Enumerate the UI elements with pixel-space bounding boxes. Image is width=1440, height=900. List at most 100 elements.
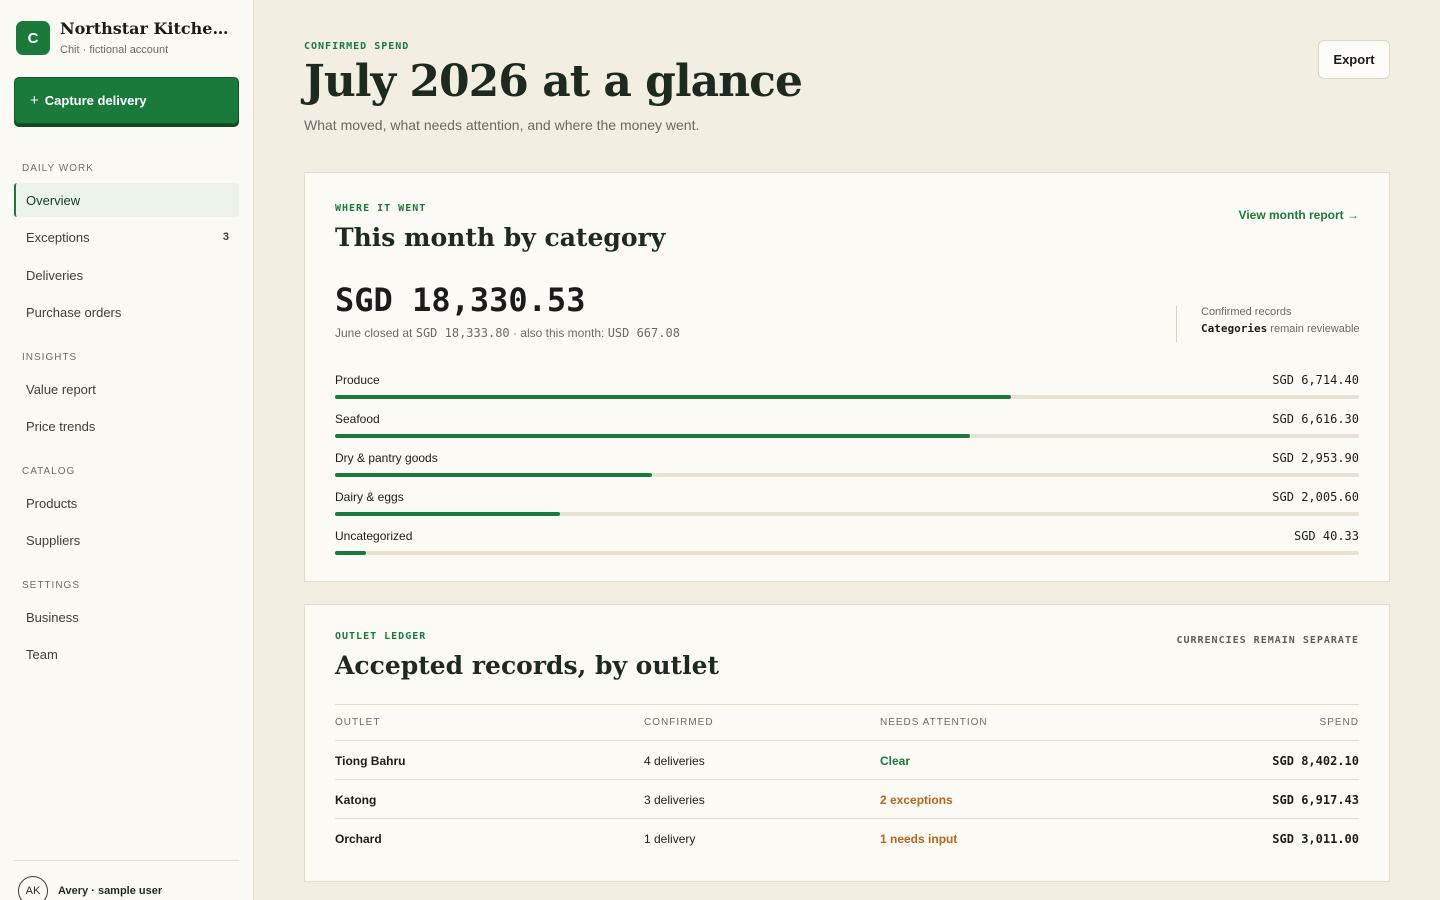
currency-note: CURRENCIES REMAIN SEPARATE	[1176, 635, 1359, 646]
category-label: Dry & pantry goods	[335, 451, 438, 465]
column-header-spend: SPEND	[1319, 717, 1359, 728]
category-bar-track	[335, 434, 1359, 438]
category-value: SGD 6,616.30	[1272, 412, 1359, 426]
category-label: Uncategorized	[335, 529, 413, 543]
sidebar-item-deliveries[interactable]: Deliveries	[14, 258, 239, 292]
avatar: AK	[18, 876, 48, 900]
month-total-comparison: June closed at SGD 18,333.80 · also this…	[335, 326, 680, 340]
category-label: Dairy & eggs	[335, 490, 404, 504]
spend-value: SGD 8,402.10	[1272, 754, 1359, 768]
attention-status[interactable]: 1 needs input	[880, 832, 958, 846]
category-label: Produce	[335, 373, 380, 387]
category-value: SGD 40.33	[1293, 529, 1359, 543]
sidebar-item-label: Exceptions	[26, 229, 90, 245]
attention-status[interactable]: Clear	[880, 754, 911, 768]
nav-section-daily-work: DAILY WORK	[22, 163, 94, 174]
records-note-bold: Categories	[1201, 322, 1268, 335]
outlet-table: OUTLET CONFIRMED NEEDS ATTENTION SPEND T…	[335, 704, 1359, 858]
category-value: SGD 2,953.90	[1272, 451, 1359, 465]
sidebar: C Northstar Kitchen Group Chit · fiction…	[0, 0, 254, 900]
category-bar-track	[335, 512, 1359, 516]
category-bar-track	[335, 395, 1359, 399]
records-note-rest: remain reviewable	[1267, 323, 1360, 335]
confirmed-count: 4 deliveries	[644, 754, 705, 768]
outlet-card-eyebrow: OUTLET LEDGER	[335, 631, 427, 642]
sidebar-item-label: Overview	[26, 192, 81, 208]
category-bar-fill	[335, 512, 561, 516]
sidebar-item-label: Team	[26, 646, 58, 662]
category-label: Seafood	[335, 412, 380, 426]
confirmed-count: 1 delivery	[644, 832, 696, 846]
sidebar-item-value-report[interactable]: Value report	[14, 372, 239, 406]
category-value: SGD 2,005.60	[1272, 490, 1359, 504]
user-menu[interactable]: AK Avery · sample user	[18, 876, 162, 900]
usd-total: USD 667.08	[607, 326, 680, 340]
sidebar-item-overview[interactable]: Overview	[14, 183, 239, 217]
sidebar-item-products[interactable]: Products	[14, 486, 239, 520]
column-header-needs-attention: NEEDS ATTENTION	[880, 717, 988, 728]
brand-name: Northstar Kitchen Group	[60, 21, 240, 37]
brand[interactable]: C Northstar Kitchen Group Chit · fiction…	[16, 21, 240, 56]
records-note: Confirmed records Categories remain revi…	[1176, 306, 1360, 342]
brand-subtitle: Chit · fictional account	[60, 44, 169, 56]
sidebar-divider	[14, 860, 239, 861]
outlet-name: Tiong Bahru	[335, 754, 406, 768]
attention-status[interactable]: 2 exceptions	[880, 793, 953, 807]
page-subtitle: What moved, what needs attention, and wh…	[304, 117, 700, 133]
page-title: July 2026 at a glance	[304, 56, 803, 107]
capture-delivery-button[interactable]: + Capture delivery	[14, 77, 239, 124]
spend-value: SGD 6,917.43	[1272, 793, 1359, 807]
exceptions-count-badge: 3	[222, 231, 229, 243]
sidebar-item-price-trends[interactable]: Price trends	[14, 409, 239, 443]
category-bar-fill	[335, 473, 653, 477]
table-header: OUTLET CONFIRMED NEEDS ATTENTION SPEND	[335, 704, 1359, 741]
category-bar-fill	[335, 434, 970, 438]
table-row[interactable]: Tiong Bahru 4 deliveries Clear SGD 8,402…	[335, 741, 1359, 780]
table-row[interactable]: Katong 3 deliveries 2 exceptions SGD 6,9…	[335, 780, 1359, 819]
brand-text: Northstar Kitchen Group Chit · fictional…	[60, 21, 240, 56]
capture-delivery-label: Capture delivery	[44, 93, 147, 108]
column-header-outlet: OUTLET	[335, 717, 381, 728]
export-button[interactable]: Export	[1318, 40, 1390, 79]
comparison-prefix: June closed at	[335, 326, 416, 340]
outlet-name: Orchard	[335, 832, 382, 846]
outlet-card: OUTLET LEDGER Accepted records, by outle…	[304, 604, 1390, 882]
outlet-name: Katong	[335, 793, 377, 807]
sidebar-item-label: Business	[26, 609, 79, 625]
category-row-uncategorized: Uncategorized SGD 40.33	[335, 529, 1359, 559]
category-row-dairy-eggs: Dairy & eggs SGD 2,005.60	[335, 490, 1359, 520]
comparison-mid: · also this month:	[509, 326, 608, 340]
user-name: Avery · sample user	[58, 885, 163, 897]
nav-section-insights: INSIGHTS	[22, 352, 78, 363]
sidebar-item-purchase-orders[interactable]: Purchase orders	[14, 295, 239, 329]
sidebar-item-label: Value report	[26, 381, 96, 397]
june-total: SGD 18,333.80	[415, 326, 510, 340]
sidebar-item-label: Products	[26, 495, 78, 511]
table-row[interactable]: Orchard 1 delivery 1 needs input SGD 3,0…	[335, 819, 1359, 858]
category-bar-fill	[335, 395, 1011, 399]
category-card-title: This month by category	[335, 223, 666, 252]
category-bar-track	[335, 473, 1359, 477]
nav-section-settings: SETTINGS	[22, 580, 81, 591]
brand-logo: C	[16, 21, 50, 55]
category-value: SGD 6,714.40	[1272, 373, 1359, 387]
plus-icon: +	[30, 92, 39, 109]
sidebar-item-exceptions[interactable]: Exceptions 3	[14, 220, 239, 254]
sidebar-item-label: Purchase orders	[26, 304, 122, 320]
spend-value: SGD 3,011.00	[1272, 832, 1359, 846]
column-header-confirmed: CONFIRMED	[644, 717, 714, 728]
sidebar-item-team[interactable]: Team	[14, 637, 239, 671]
category-row-dry-pantry: Dry & pantry goods SGD 2,953.90	[335, 451, 1359, 481]
confirmed-count: 3 deliveries	[644, 793, 705, 807]
view-month-report-link[interactable]: View month report →	[1238, 208, 1359, 222]
nav-section-catalog: CATALOG	[22, 466, 76, 477]
outlet-card-title: Accepted records, by outlet	[335, 651, 720, 680]
sidebar-item-business[interactable]: Business	[14, 600, 239, 634]
records-note-line1: Confirmed records	[1201, 306, 1292, 318]
page-eyebrow: CONFIRMED SPEND	[304, 41, 410, 52]
sidebar-item-suppliers[interactable]: Suppliers	[14, 523, 239, 557]
sidebar-item-label: Suppliers	[26, 532, 81, 548]
category-row-produce: Produce SGD 6,714.40	[335, 373, 1359, 403]
month-total: SGD 18,330.53	[335, 281, 586, 319]
category-card: WHERE IT WENT This month by category Vie…	[304, 172, 1390, 582]
